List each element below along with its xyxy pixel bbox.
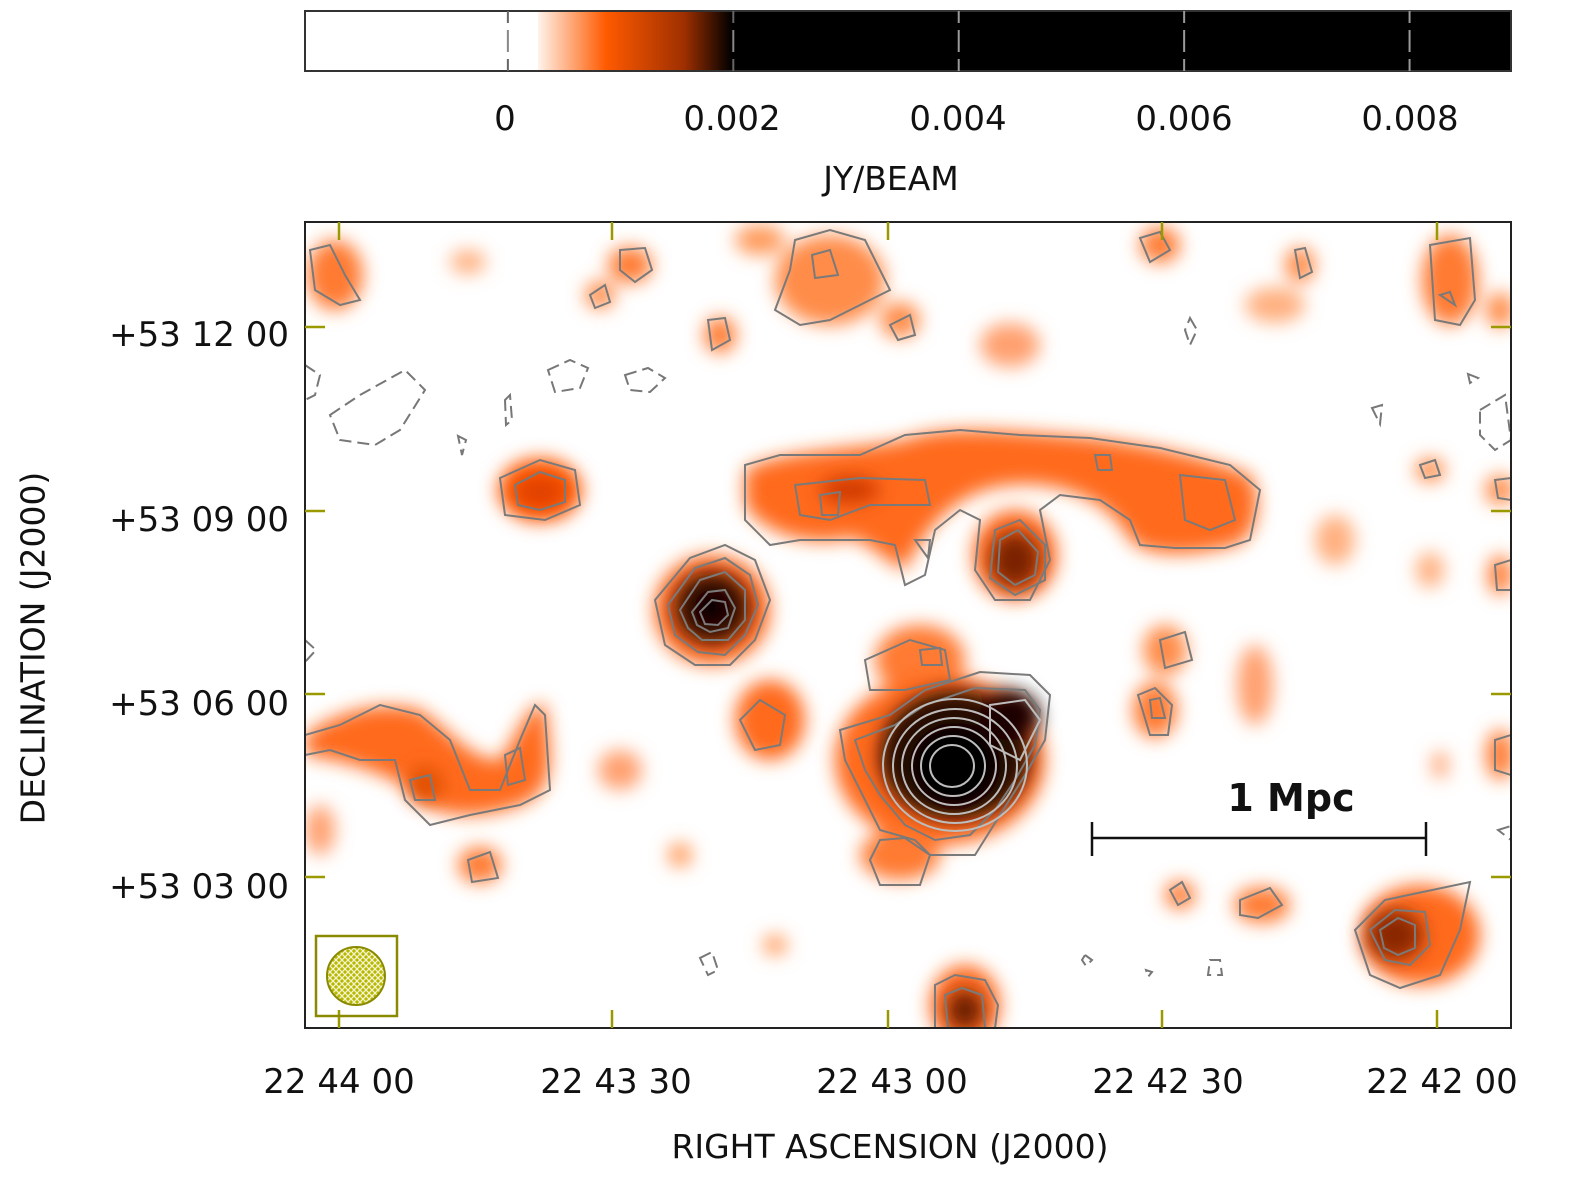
colorbar-tick-label-3: 0.006 <box>1135 99 1233 139</box>
ra-tick-label-2: 22 43 00 <box>816 1062 968 1102</box>
map-frame <box>304 221 1512 1029</box>
ra-tick-label-4: 22 42 00 <box>1366 1062 1518 1102</box>
colorbar-tick-marks <box>506 11 1411 71</box>
dec-tick-label-1: +53 09 00 <box>109 500 289 540</box>
diffuse-emission <box>305 225 1511 1028</box>
scale-bar-label: 1 Mpc <box>1227 776 1355 820</box>
colorbar-orange-ramp <box>538 11 732 71</box>
dec-tick-label-2: +53 06 00 <box>109 684 289 724</box>
scale-bar <box>1090 822 1428 856</box>
ra-tick-label-0: 22 44 00 <box>263 1062 415 1102</box>
colorbar <box>304 10 1512 72</box>
x-axis-label: RIGHT ASCENSION (J2000) <box>671 1127 1109 1166</box>
dec-tick-label-0: +53 12 00 <box>109 315 289 355</box>
colorbar-tick-label-2: 0.004 <box>909 99 1007 139</box>
colorbar-tick-label-1: 0.002 <box>683 99 781 139</box>
beam-indicator <box>314 934 399 1018</box>
y-axis-label: DECLINATION (J2000) <box>13 471 53 825</box>
radio-image-panel <box>304 221 1512 1029</box>
colorbar-saturated-band <box>732 11 1511 71</box>
colorbar-tick-label-4: 0.008 <box>1361 99 1459 139</box>
colorbar-tick-label-0: 0 <box>494 99 516 139</box>
bright-sources <box>407 476 1423 1028</box>
dec-tick-label-3: +53 03 00 <box>109 867 289 907</box>
colorbar-frame <box>304 10 1512 72</box>
bright-core-contours <box>882 698 1042 832</box>
map-tick-marks <box>305 222 1511 1028</box>
ra-tick-label-1: 22 43 30 <box>540 1062 692 1102</box>
contour-lines <box>305 228 1511 1028</box>
colorbar-unit-label: JY/BEAM <box>823 159 959 198</box>
negative-contours <box>305 315 1511 980</box>
ra-tick-label-3: 22 42 30 <box>1092 1062 1244 1102</box>
